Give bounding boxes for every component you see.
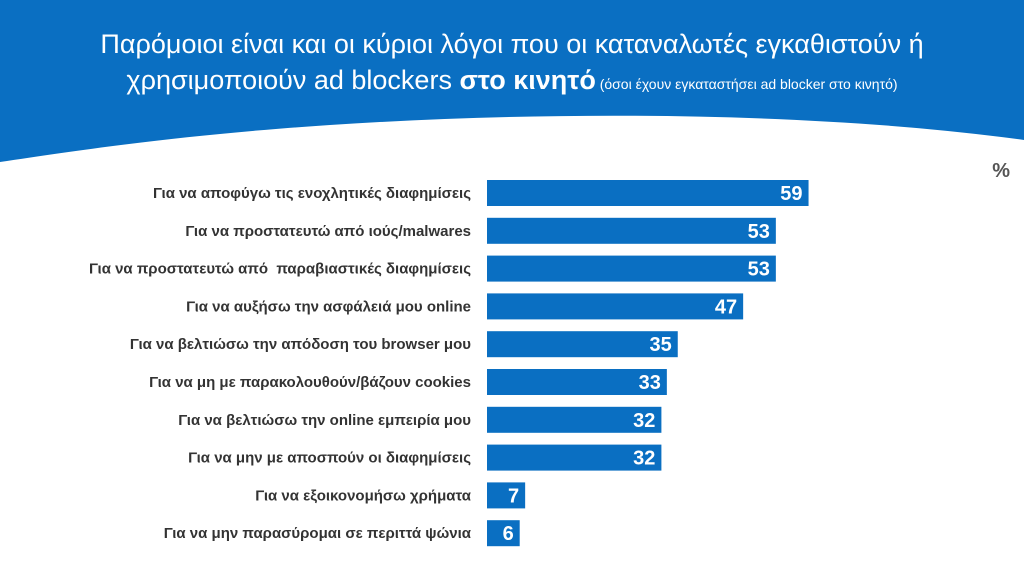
header-banner (0, 0, 1024, 162)
category-label: Για να εξοικονομήσω χρήματα (255, 487, 471, 504)
bar (487, 217, 776, 244)
category-label: Για να προστατευτώ από παραβιαστικές δια… (89, 261, 471, 278)
title-line-2-bold: στο κινητό (459, 65, 596, 95)
bar-value-label: 32 (633, 448, 655, 470)
bar-value-label: 59 (780, 183, 802, 205)
title-note: (όσοι έχουν εγκαταστήσει ad blocker στο … (595, 76, 898, 92)
bar-value-label: 53 (748, 259, 770, 281)
category-label: Για να βελτιώσω την online εμπειρία μου (178, 412, 471, 429)
category-label: Για να αποφύγω τις ενοχλητικές διαφημίσε… (153, 185, 471, 202)
bar-value-label: 53 (748, 221, 770, 243)
unit-label: % (992, 160, 1010, 182)
category-label: Για να μην παρασύρομαι σε περιττά ψώνια (164, 525, 472, 542)
header-wave (0, 0, 1024, 162)
bar (487, 482, 526, 509)
bar (487, 180, 809, 206)
chart-title: Παρόμοιοι είναι και οι κύριοι λόγοι που … (0, 26, 1024, 102)
category-label: Για να αυξήσω την ασφάλειά μου online (186, 298, 471, 315)
bar (487, 331, 678, 358)
bar (487, 293, 744, 320)
bar (487, 255, 776, 282)
category-label: Για να βελτιώσω την απόδοση του browser … (130, 336, 471, 353)
bar (487, 444, 662, 471)
bar (487, 369, 667, 395)
bar-value-label: 33 (639, 372, 661, 394)
bar-value-label: 35 (650, 334, 672, 356)
bar-value-label: 32 (633, 410, 655, 432)
bar-value-label: 6 (503, 523, 514, 545)
title-line-1: Παρόμοιοι είναι και οι κύριοι λόγοι που … (100, 29, 924, 59)
title-line-2-prefix: χρησιμοποιούν ad blockers (126, 65, 460, 95)
bar-value-label: 7 (508, 485, 519, 507)
title-line-2: χρησιμοποιούν ad blockers στο κινητό (όσ… (0, 62, 1024, 102)
category-label: Για να μην με αποσπούν οι διαφημίσεις (188, 450, 471, 467)
category-label: Για να μη με παρακολουθούν/βάζουν cookie… (149, 374, 471, 391)
category-label: Για να προστατευτώ από ιούς/malwares (185, 223, 471, 240)
bar (487, 406, 662, 433)
bar (487, 520, 520, 547)
bar-value-label: 47 (715, 296, 737, 318)
